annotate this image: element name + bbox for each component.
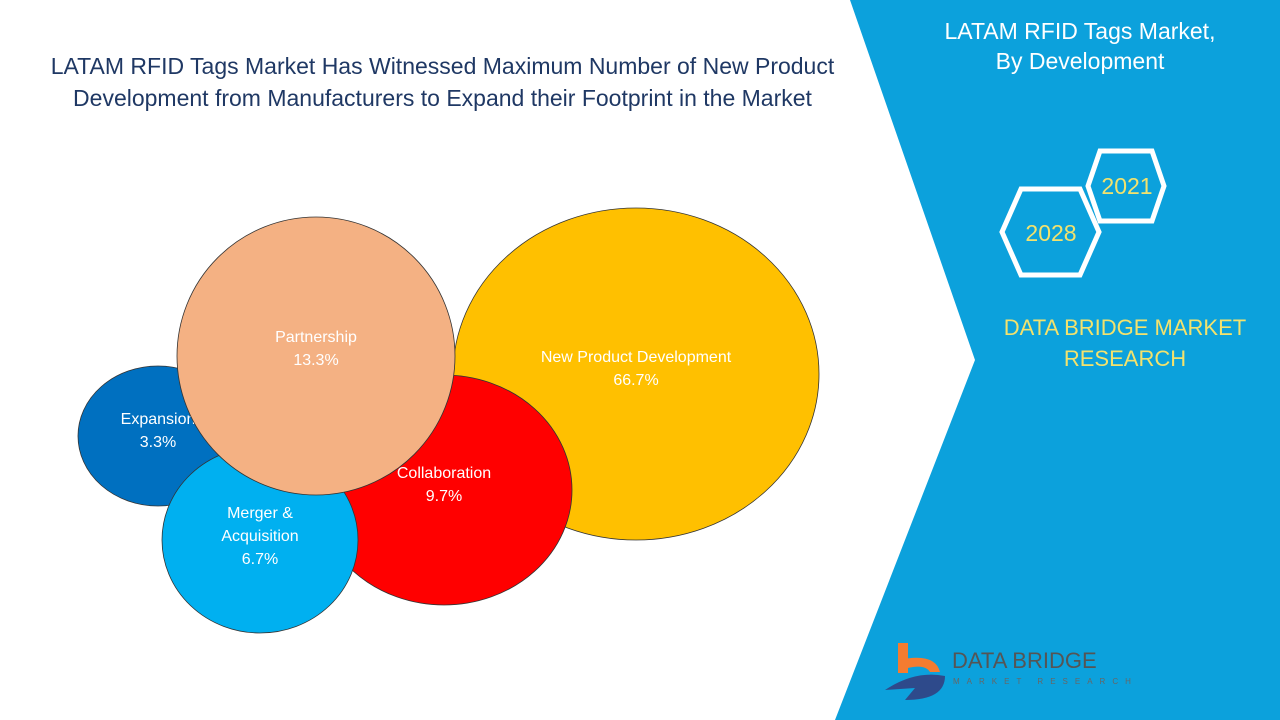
panel-title: LATAM RFID Tags Market, By Development [930, 16, 1230, 76]
page-title: LATAM RFID Tags Market Has Witnessed Max… [50, 53, 835, 111]
bubble-value-label: 3.3% [140, 434, 176, 451]
bubble-value-label: 9.7% [426, 488, 462, 505]
panel-title-line1: LATAM RFID Tags Market, [944, 18, 1216, 44]
bubble-value-label: 66.7% [613, 372, 658, 389]
logo-text: DATA BRIDGE [952, 648, 1097, 673]
bubble-group: Expansion 3.3% New Product Development 66.7… [77, 207, 820, 634]
bubble-value-label: 13.3% [293, 352, 338, 369]
brand-name: DATA BRIDGE MARKET RESEARCH [1003, 315, 1247, 371]
year-2028: 2028 [1025, 220, 1076, 246]
panel-title-line2: By Development [995, 48, 1165, 74]
logo-subtext: MARKET RESEARCH [953, 677, 1138, 686]
bubble-name-label: Merger & [227, 505, 293, 522]
hexagon-2028: 2028 [999, 186, 1102, 278]
bubble-name-label: Collaboration [397, 465, 491, 482]
bubble-partnership [176, 216, 456, 496]
hexagon-2021: 2021 [1085, 148, 1167, 224]
bubble-name-label: Partnership [275, 329, 357, 346]
logo-icon [885, 643, 945, 700]
bubble-name-label: Acquisition [221, 528, 298, 545]
bubble-value-label: 6.7% [242, 551, 278, 568]
bubble-name-label: Expansion [121, 411, 196, 428]
year-2021: 2021 [1101, 173, 1152, 199]
bubble-name-label: New Product Development [541, 349, 732, 366]
blue-panel [835, 0, 1280, 720]
